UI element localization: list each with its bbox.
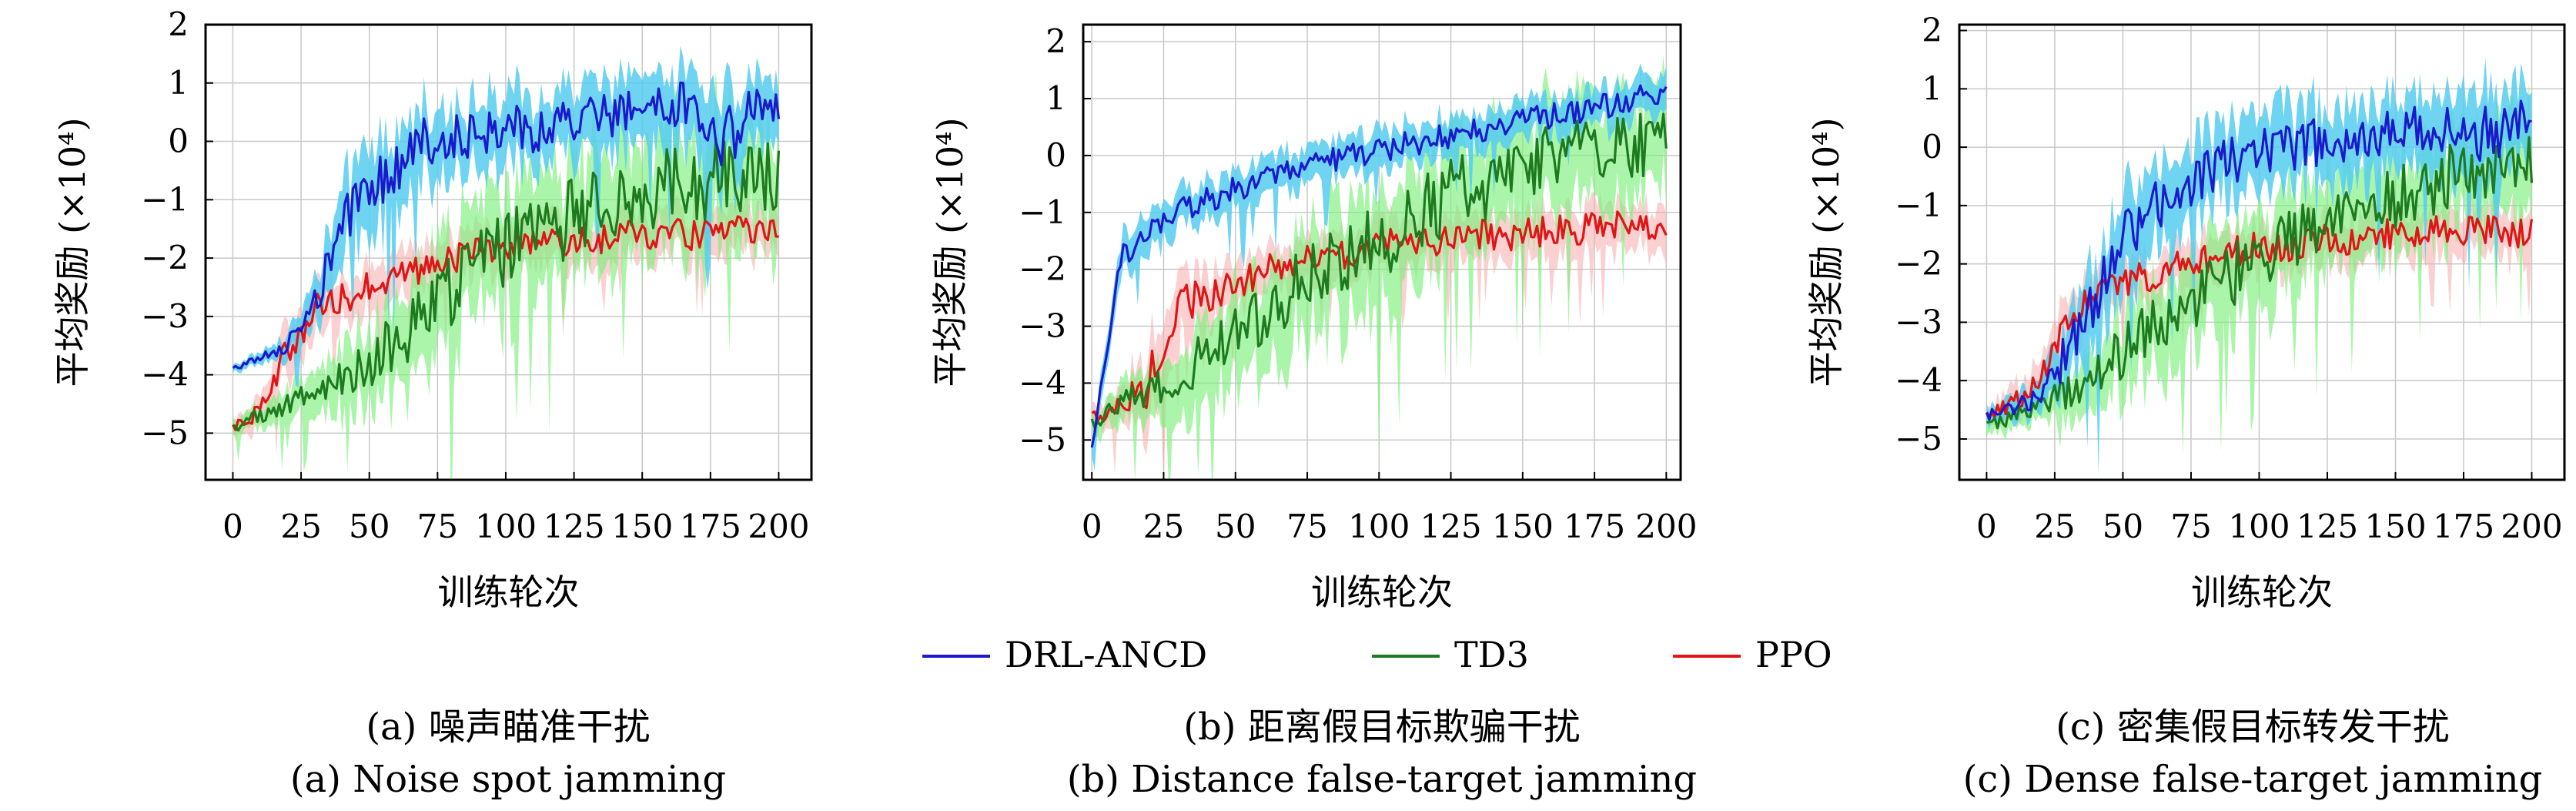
y-tick-label: 2: [1922, 12, 1942, 49]
plot-frame: [1082, 23, 1682, 481]
y-tick-label: 0: [1045, 136, 1066, 174]
x-tick-label: 25: [2034, 508, 2075, 545]
y-tick-label: 1: [168, 64, 189, 102]
y-tick-label: 0: [168, 122, 189, 160]
x-tick-label: 0: [1082, 508, 1102, 545]
x-tick-label: 0: [222, 508, 243, 545]
x-tick-label: 175: [1564, 508, 1625, 545]
y-tick-label: −4: [1895, 361, 1942, 399]
series-line-td3: [232, 138, 781, 432]
series-line-drl-ancd: [232, 81, 781, 370]
x-tick-label: 75: [417, 508, 458, 545]
y-tick-label: −4: [1019, 364, 1066, 401]
x-tick-label: 50: [1215, 508, 1256, 545]
y-tick-label: −1: [1895, 186, 1942, 224]
y-tick-label: −2: [1019, 250, 1066, 288]
series-line-ppo: [232, 215, 779, 431]
caption-b-zh: (b) 距离假目标欺骗干扰: [1183, 705, 1580, 749]
band-td3: [233, 69, 779, 480]
y-axis-label: 平均奖励 (×10⁴): [1805, 117, 1847, 387]
x-axis-label: 训练轮次: [2191, 571, 2333, 613]
x-tick-label: 50: [2103, 508, 2143, 545]
x-tick-label: 125: [1420, 508, 1481, 545]
y-tick-label: 1: [1922, 69, 1942, 107]
x-tick-label: 100: [475, 508, 537, 545]
x-tick-label: 75: [1286, 508, 1327, 545]
x-tick-label: 100: [1348, 508, 1410, 545]
series-line-ppo: [1091, 210, 1668, 423]
caption-a-zh: (a) 噪声瞄准干扰: [366, 705, 650, 749]
chart-panel-c: 0 25 50 75 100 125 150 175 200 −5 −4 −3 −2 −1 0 1 2 训练轮次 平…: [1805, 12, 2566, 613]
x-tick-label: 200: [1635, 508, 1697, 545]
band-drl-ancd: [1986, 57, 2532, 476]
chart-panel-b: 0 25 50 75 100 125 150 175 200 −5 −4 −3 −2 −1 0 1 2 训练轮次 平…: [929, 22, 1697, 613]
y-tick-label: 0: [1922, 128, 1942, 166]
captions: (a) 噪声瞄准干扰 (a) Noise spot jamming (b) 距离…: [290, 705, 2542, 801]
plot-area: [1985, 57, 2534, 476]
x-tick-label: 75: [2170, 508, 2211, 545]
x-tick-label: 150: [2364, 508, 2426, 545]
x-tick-label: 100: [2228, 508, 2290, 545]
x-tick-label: 0: [1976, 508, 1997, 545]
band-drl-ancd: [233, 45, 779, 387]
plot-frame: [1958, 23, 2566, 481]
x-axis-label: 训练轮次: [1311, 571, 1453, 613]
y-tick-label: 1: [1045, 79, 1066, 117]
band-td3: [1986, 83, 2532, 455]
y-tick-label: −2: [1895, 245, 1942, 283]
caption-b-en: (b) Distance false-target jamming: [1067, 758, 1697, 801]
y-tick-label: 2: [1045, 22, 1066, 60]
x-tick-label: 25: [1143, 508, 1184, 545]
x-tick-label: 125: [543, 508, 604, 545]
plot-area: [232, 45, 781, 480]
y-tick-label: −3: [1019, 307, 1066, 345]
series-line-td3: [1986, 136, 2534, 430]
band-drl-ancd: [1092, 63, 1667, 471]
y-tick-label: 2: [168, 5, 189, 43]
y-tick-label: −4: [141, 356, 189, 394]
series-line-ppo: [1986, 214, 2534, 419]
x-tick-label: 150: [611, 508, 673, 545]
x-tick-label: 50: [349, 508, 390, 545]
legend-label-td3: TD3: [1454, 634, 1529, 675]
y-tick-label: −5: [141, 414, 189, 451]
series-line-td3: [1090, 112, 1668, 429]
y-tick-label: −5: [1019, 421, 1066, 458]
y-tick-label: −3: [1895, 303, 1942, 340]
x-axis-label: 训练轮次: [438, 571, 580, 613]
y-tick-label: −3: [141, 297, 189, 335]
x-tick-label: 25: [280, 508, 321, 545]
y-axis-label: 平均奖励 (×10⁴): [929, 117, 971, 387]
caption-c-zh: (c) 密集假目标转发干扰: [2056, 705, 2450, 749]
x-tick-label: 150: [1492, 508, 1554, 545]
series-line-drl-ancd: [1985, 99, 2532, 421]
chart-panel-a: 0 25 50 75 100 125 150 175 200 −5 −4 −3 −2 −1 0 1 2 训练轮次 平…: [52, 5, 813, 613]
y-axis-label: 平均奖励 (×10⁴): [52, 117, 93, 387]
x-tick-label: 175: [2433, 508, 2494, 545]
caption-c-en: (c) Dense false-target jamming: [1963, 758, 2543, 801]
x-tick-label: 200: [2501, 508, 2562, 545]
x-tick-label: 125: [2297, 508, 2358, 545]
y-tick-label: −1: [141, 180, 189, 218]
x-tick-label: 200: [748, 508, 809, 545]
legend-label-drl-ancd: DRL-ANCD: [1005, 634, 1207, 675]
plot-area: [1090, 55, 1668, 480]
series-line-drl-ancd: [1090, 84, 1668, 448]
caption-a-en: (a) Noise spot jamming: [290, 758, 726, 801]
y-tick-label: −1: [1019, 193, 1066, 231]
x-tick-label: 175: [680, 508, 741, 545]
legend-label-ppo: PPO: [1755, 634, 1832, 675]
plot-frame: [204, 23, 813, 481]
y-tick-label: −5: [1895, 420, 1942, 457]
y-tick-label: −2: [141, 239, 189, 276]
legend: DRL-ANCD TD3 PPO: [922, 634, 1832, 675]
